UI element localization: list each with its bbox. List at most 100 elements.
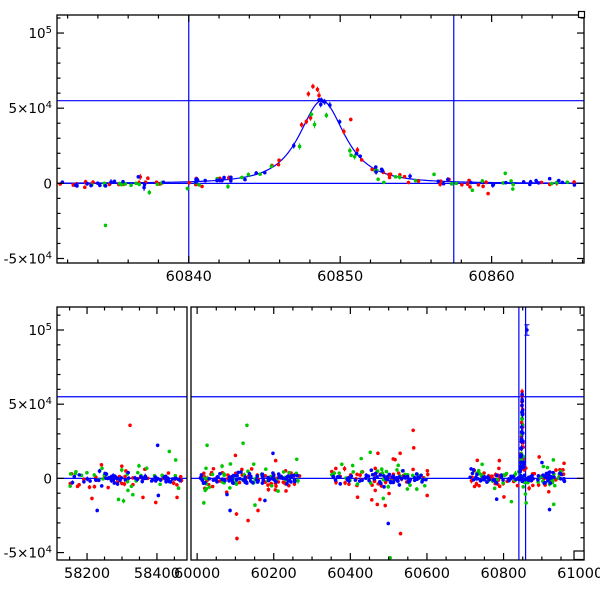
data-point-green xyxy=(144,466,149,471)
data-point-red xyxy=(546,489,551,494)
data-point-blue xyxy=(534,178,538,183)
data-point-blue xyxy=(333,478,338,483)
data-point-blue xyxy=(85,181,89,186)
data-point-red xyxy=(234,512,239,516)
data-point-green xyxy=(92,473,97,477)
y-tick-label: 5×104 xyxy=(9,396,52,413)
data-point-blue xyxy=(161,180,166,185)
data-point-blue xyxy=(126,476,131,480)
data-point-red xyxy=(90,496,94,501)
data-point-blue xyxy=(547,507,552,512)
data-point-green xyxy=(202,501,206,505)
data-point-blue xyxy=(499,475,504,479)
data-point-blue xyxy=(123,478,128,482)
data-point-red xyxy=(200,184,204,189)
data-point-blue xyxy=(382,474,386,478)
y-tick-label: -5×104 xyxy=(4,545,52,562)
data-point-green xyxy=(269,483,274,488)
data-point-red xyxy=(266,487,271,492)
data-point-blue xyxy=(215,178,219,183)
data-point-blue xyxy=(262,170,267,175)
data-point-green xyxy=(134,181,138,186)
data-point-blue xyxy=(349,474,354,478)
data-point-green xyxy=(405,487,410,491)
corner-artifacts xyxy=(573,10,586,561)
data-point-red xyxy=(317,93,321,98)
data-point-red xyxy=(411,428,415,433)
data-point-red xyxy=(274,484,278,488)
data-point-blue xyxy=(203,178,207,183)
data-point-red xyxy=(75,484,80,489)
data-point-red xyxy=(539,180,544,185)
data-point-blue xyxy=(556,178,561,183)
data-point-red xyxy=(411,467,415,472)
data-point-red xyxy=(387,491,391,496)
x-tick-label: 60200 xyxy=(251,566,297,582)
data-point-red xyxy=(299,122,304,127)
data-point-red xyxy=(311,84,315,89)
data-point-green xyxy=(340,462,344,467)
panel-frame xyxy=(56,14,585,264)
data-point-green xyxy=(269,164,274,169)
data-point-green xyxy=(492,486,497,491)
data-point-green xyxy=(521,485,526,489)
data-point-green xyxy=(281,470,286,474)
data-point-green xyxy=(220,464,224,468)
data-point-blue xyxy=(384,476,388,481)
data-point-red xyxy=(256,508,260,513)
data-point-blue xyxy=(89,183,93,188)
data-point-green xyxy=(379,467,384,472)
data-point-red xyxy=(472,484,477,489)
data-point-red xyxy=(166,471,171,475)
data-point-blue xyxy=(118,478,122,483)
data-point-green xyxy=(520,417,525,421)
data-point-red xyxy=(490,474,494,478)
data-point-blue xyxy=(75,184,79,188)
model-curve xyxy=(57,100,583,184)
data-point-red xyxy=(358,473,362,477)
data-point-blue xyxy=(235,473,239,478)
data-point-red xyxy=(355,472,359,477)
data-point-green xyxy=(155,182,160,187)
data-point-red xyxy=(475,458,480,463)
data-point-red xyxy=(355,148,360,152)
data-point-red xyxy=(484,180,488,185)
data-point-red xyxy=(387,175,392,180)
data-point-blue xyxy=(82,480,86,484)
data-point-blue xyxy=(520,475,524,480)
data-point-blue xyxy=(198,475,203,480)
data-point-red xyxy=(359,158,364,162)
data-point-green xyxy=(355,482,360,486)
data-point-red xyxy=(273,458,278,463)
data-point-blue xyxy=(375,474,379,479)
data-point-green xyxy=(158,482,162,487)
data-point-red xyxy=(233,453,238,458)
data-point-blue xyxy=(103,184,108,188)
scatter-blue xyxy=(60,97,577,192)
data-point-red xyxy=(572,180,576,184)
data-point-blue xyxy=(519,454,523,459)
data-point-red xyxy=(396,471,401,475)
data-point-blue xyxy=(138,474,143,479)
data-point-red xyxy=(474,482,479,486)
data-point-blue xyxy=(105,476,110,481)
x-tick-label: 60000 xyxy=(174,566,220,582)
data-point-blue xyxy=(220,178,224,183)
data-point-blue xyxy=(421,477,426,482)
data-point-blue xyxy=(286,479,291,483)
data-point-blue xyxy=(295,473,300,478)
data-point-blue xyxy=(285,482,289,486)
data-point-red xyxy=(468,185,472,189)
data-point-red xyxy=(315,87,320,92)
data-point-blue xyxy=(97,469,102,473)
data-point-blue xyxy=(96,478,101,483)
data-point-blue xyxy=(114,476,119,480)
data-point-red xyxy=(266,483,270,487)
data-point-blue xyxy=(112,179,117,184)
data-point-blue xyxy=(373,165,378,169)
data-point-green xyxy=(129,484,134,489)
data-point-red xyxy=(123,474,127,479)
data-point-red xyxy=(187,180,192,185)
data-point-blue xyxy=(222,175,226,180)
